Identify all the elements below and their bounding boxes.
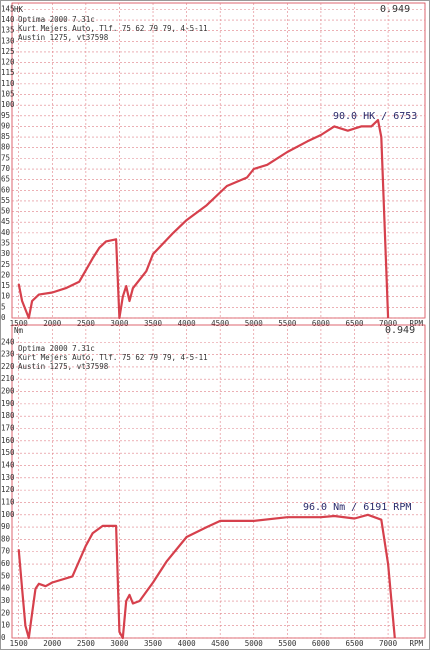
y-tick-label: 55 xyxy=(1,196,10,205)
x-tick-label: 6500 xyxy=(345,639,364,648)
header-note: Optima 2000 7.31c xyxy=(18,15,95,24)
x-tick-label: 5500 xyxy=(278,319,297,328)
y-tick-label: 135 xyxy=(1,26,15,35)
x-tick-label: 7000 xyxy=(379,319,398,328)
y-tick-label: 30 xyxy=(1,596,11,605)
x-tick-label: 7000 xyxy=(379,639,398,648)
y-tick-label: 110 xyxy=(1,497,15,506)
y-tick-label: 150 xyxy=(1,448,15,457)
x-tick-label: 1500 xyxy=(10,319,29,328)
y-tick-label: 20 xyxy=(1,608,11,617)
y-tick-label: 145 xyxy=(1,4,15,13)
x-tick-label: 5500 xyxy=(278,639,297,648)
y-tick-label: 20 xyxy=(1,270,11,279)
header-note: Austin 1275, vt37598 xyxy=(18,33,109,42)
y-tick-label: 50 xyxy=(1,207,11,216)
y-tick-label: 0 xyxy=(1,633,6,642)
header-note: Optima 2000 7.31c xyxy=(18,344,95,353)
y-axis-unit: Nm xyxy=(14,326,24,335)
y-tick-label: 60 xyxy=(1,185,11,194)
y-tick-label: 60 xyxy=(1,559,11,568)
y-tick-label: 40 xyxy=(1,584,11,593)
y-tick-label: 100 xyxy=(1,510,15,519)
y-tick-label: 190 xyxy=(1,399,15,408)
y-tick-label: 115 xyxy=(1,68,15,77)
x-tick-label: 2500 xyxy=(77,639,96,648)
y-tick-label: 25 xyxy=(1,260,10,269)
x-tick-label: 6000 xyxy=(312,639,331,648)
header-note: Kurt Mejers Auto, Tlf. 75 62 79 79, 4-5-… xyxy=(18,24,208,33)
correction-factor: 0.949 xyxy=(385,325,415,336)
y-tick-label: 50 xyxy=(1,571,11,580)
y-tick-label: 125 xyxy=(1,47,15,56)
curve xyxy=(17,119,390,320)
header-note: Austin 1275, vt37598 xyxy=(18,362,109,371)
y-tick-label: 75 xyxy=(1,153,10,162)
y-tick-label: 120 xyxy=(1,485,15,494)
y-tick-label: 65 xyxy=(1,175,10,184)
x-axis-label: RPM xyxy=(409,319,423,328)
x-tick-label: 3000 xyxy=(110,319,129,328)
y-tick-label: 15 xyxy=(1,281,10,290)
x-tick-label: 2000 xyxy=(43,319,62,328)
x-tick-label: 3500 xyxy=(144,319,163,328)
peak-annotation: 90.0 HK / 6753 xyxy=(333,111,417,122)
y-tick-label: 40 xyxy=(1,228,11,237)
y-tick-label: 95 xyxy=(1,111,10,120)
y-tick-label: 90 xyxy=(1,522,11,531)
y-tick-label: 100 xyxy=(1,100,15,109)
x-tick-label: 6500 xyxy=(345,319,364,328)
x-tick-label: 4000 xyxy=(178,639,197,648)
x-tick-label: 6000 xyxy=(312,319,331,328)
x-axis-label: RPM xyxy=(409,639,423,648)
x-tick-label: 4500 xyxy=(211,319,230,328)
y-tick-label: 10 xyxy=(1,621,11,630)
plot-area xyxy=(11,324,426,639)
x-tick-label: 4000 xyxy=(178,319,197,328)
y-tick-label: 230 xyxy=(1,350,15,359)
correction-factor: 0.949 xyxy=(380,4,410,15)
y-tick-label: 240 xyxy=(1,337,15,346)
y-tick-label: 200 xyxy=(1,387,15,396)
y-tick-label: 220 xyxy=(1,362,15,371)
y-tick-label: 80 xyxy=(1,143,11,152)
y-tick-label: 140 xyxy=(1,15,15,24)
curve xyxy=(17,513,396,640)
y-tick-label: 110 xyxy=(1,79,15,88)
x-tick-label: 4500 xyxy=(211,639,230,648)
y-tick-label: 35 xyxy=(1,239,10,248)
x-tick-label: 1500 xyxy=(10,639,29,648)
y-tick-label: 170 xyxy=(1,424,15,433)
y-tick-label: 85 xyxy=(1,132,10,141)
x-tick-label: 3500 xyxy=(144,639,163,648)
y-tick-label: 0 xyxy=(1,313,6,322)
header-note: Kurt Mejers Auto, Tlf. 75 62 79 79, 4-5-… xyxy=(18,353,208,362)
y-tick-label: 120 xyxy=(1,58,15,67)
plot-area xyxy=(11,2,426,319)
y-axis-unit: HK xyxy=(14,5,24,14)
y-tick-label: 90 xyxy=(1,121,11,130)
y-tick-label: 45 xyxy=(1,217,10,226)
x-tick-label: 5000 xyxy=(245,319,264,328)
y-tick-label: 30 xyxy=(1,249,11,258)
y-tick-label: 140 xyxy=(1,460,15,469)
y-tick-label: 105 xyxy=(1,90,15,99)
y-tick-label: 10 xyxy=(1,292,11,301)
y-tick-label: 70 xyxy=(1,164,11,173)
peak-annotation: 96.0 Nm / 6191 RPM xyxy=(303,502,411,513)
y-tick-label: 210 xyxy=(1,374,15,383)
y-tick-label: 180 xyxy=(1,411,15,420)
y-tick-label: 130 xyxy=(1,36,15,45)
y-tick-label: 80 xyxy=(1,534,11,543)
x-tick-label: 2500 xyxy=(77,319,96,328)
x-tick-label: 3000 xyxy=(110,639,129,648)
y-tick-label: 70 xyxy=(1,547,11,556)
x-tick-label: 5000 xyxy=(245,639,264,648)
x-tick-label: 2000 xyxy=(43,639,62,648)
y-tick-label: 130 xyxy=(1,473,15,482)
y-tick-label: 5 xyxy=(1,302,6,311)
y-tick-label: 160 xyxy=(1,436,15,445)
